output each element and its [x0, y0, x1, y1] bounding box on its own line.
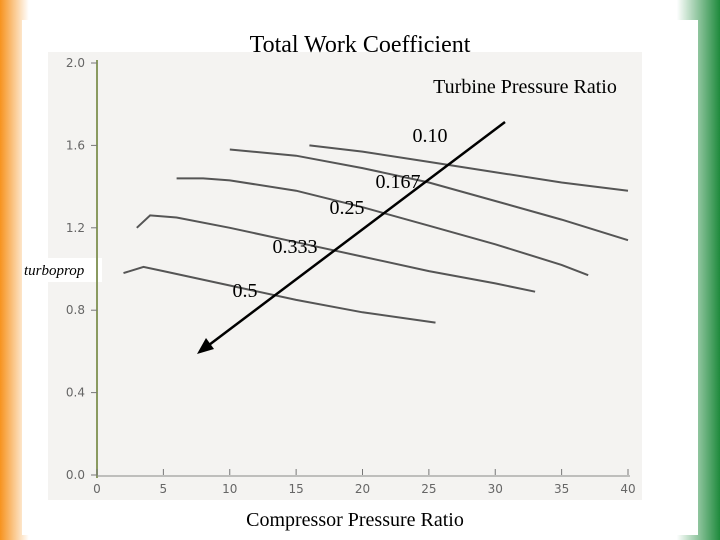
curve — [309, 144, 629, 192]
side-label: turboprop — [24, 263, 85, 279]
chart-title: Total Work Coefficient — [250, 32, 471, 58]
x-tick-label: 25 — [421, 482, 436, 496]
x-tick-label: 15 — [288, 482, 303, 496]
series-label: 0.5 — [233, 280, 258, 302]
x-axis-label: Compressor Pressure Ratio — [246, 509, 464, 531]
series-label: 0.167 — [376, 171, 421, 193]
series-label: 0.333 — [273, 236, 318, 258]
x-tick-label: 30 — [488, 482, 503, 496]
y-tick-label: 0.0 — [66, 468, 85, 482]
y-tick-label: 0.4 — [66, 386, 85, 400]
curve — [123, 265, 436, 324]
x-tick-label: 0 — [93, 482, 101, 496]
label-box — [22, 258, 102, 282]
scan-area — [48, 52, 642, 500]
curve — [136, 214, 536, 293]
x-tick-label: 35 — [554, 482, 569, 496]
series-label: 0.10 — [413, 125, 448, 147]
series-label: 0.25 — [330, 197, 365, 219]
x-tick-label: 5 — [160, 482, 168, 496]
y-tick-label: 2.0 — [66, 56, 85, 70]
x-tick-label: 40 — [620, 482, 635, 496]
curve — [176, 177, 589, 277]
annotation: Turbine Pressure Ratio — [433, 76, 617, 98]
x-tick-label: 20 — [355, 482, 370, 496]
arrow-head — [197, 338, 214, 354]
y-tick-label: 1.6 — [66, 138, 85, 152]
arrow-line — [204, 121, 506, 349]
x-tick-label: 10 — [222, 482, 237, 496]
curve — [229, 148, 629, 242]
y-tick-label: 1.2 — [66, 221, 85, 235]
y-tick-label: 0.8 — [66, 303, 85, 317]
